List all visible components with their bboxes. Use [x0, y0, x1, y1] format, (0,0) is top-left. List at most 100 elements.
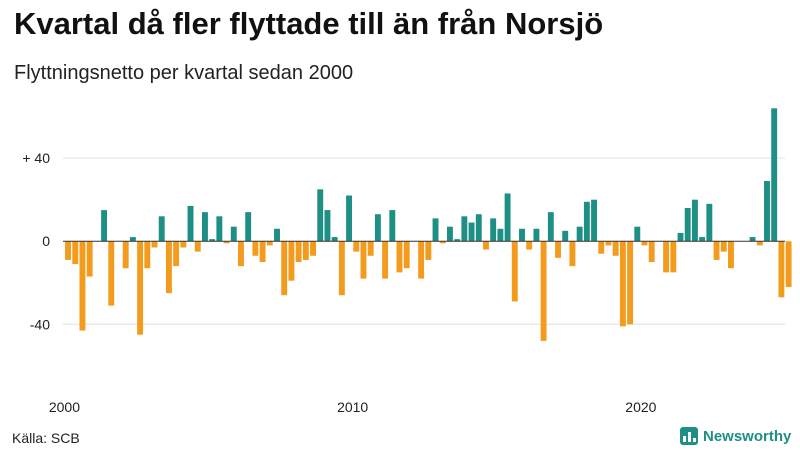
bar: [360, 241, 367, 279]
bar: [432, 218, 439, 242]
bar: [346, 195, 353, 242]
bar: [461, 216, 468, 242]
bar: [144, 241, 151, 269]
bar: [374, 214, 381, 242]
bar: [338, 241, 345, 296]
bar: [771, 108, 778, 242]
bar: [425, 241, 432, 260]
bar: [511, 241, 518, 302]
bar: [151, 241, 158, 248]
bar: [691, 199, 698, 242]
bar: [619, 241, 626, 327]
bar: [583, 201, 590, 242]
bar: [194, 241, 201, 252]
bar: [79, 241, 86, 331]
source-note: Källa: SCB: [12, 430, 80, 446]
bar: [259, 241, 266, 262]
bar: [699, 237, 706, 242]
bar: [670, 241, 677, 273]
bar: [483, 241, 489, 250]
bar: [382, 241, 389, 279]
y-tick-label: 0: [42, 233, 50, 249]
bar: [576, 226, 583, 242]
x-tick-label: 2020: [625, 399, 656, 415]
bar: [302, 241, 309, 260]
bar: [72, 241, 79, 265]
bar: [612, 241, 619, 256]
bar: [728, 241, 734, 269]
bar: [446, 226, 453, 242]
bar: [756, 241, 763, 246]
bar: [310, 241, 316, 256]
bar: [598, 241, 605, 254]
bar: [749, 237, 756, 242]
brand-name: Newsworthy: [703, 427, 792, 445]
bar: [187, 205, 194, 242]
brand-logo: Newsworthy: [680, 427, 791, 445]
bar: [547, 212, 554, 242]
bar: [65, 241, 71, 260]
bar: [252, 241, 259, 256]
y-tick-labels: + 40 0 -40: [22, 150, 50, 332]
bar: [86, 241, 93, 277]
bar: [526, 241, 533, 250]
bar: [684, 208, 691, 242]
bar: [605, 241, 612, 246]
bar: [108, 241, 115, 306]
bar: [475, 214, 482, 242]
bar: [533, 228, 540, 242]
bar: [158, 216, 165, 242]
bar: [389, 210, 396, 242]
bar: [490, 218, 497, 242]
bar: [274, 228, 280, 242]
bar: [720, 241, 727, 252]
bar: [288, 241, 295, 281]
bar: [706, 203, 713, 242]
bar: [555, 241, 561, 258]
bar: [129, 237, 136, 242]
bar: [317, 189, 324, 242]
bar: [367, 241, 374, 256]
bar: [245, 212, 252, 242]
bar: [504, 193, 511, 242]
bar: [540, 241, 547, 341]
bar: [677, 232, 684, 242]
bar: [403, 241, 410, 269]
chart-subtitle: Flyttningsnetto per kvartal sedan 2000: [14, 62, 354, 84]
bar: [663, 241, 670, 273]
bar: [641, 241, 648, 246]
bar: [324, 210, 331, 242]
bar: [122, 241, 129, 269]
bar: [497, 228, 504, 242]
bar: [418, 241, 425, 279]
x-tick-label: 2000: [49, 399, 80, 415]
bar: [223, 241, 230, 244]
bar: [238, 241, 244, 267]
y-tick-label: -40: [30, 316, 50, 332]
bar: [569, 241, 576, 267]
bar: [137, 241, 144, 335]
bar: [778, 241, 785, 298]
bar: [201, 212, 208, 242]
x-tick-label: 2010: [337, 399, 368, 415]
bar: [180, 241, 187, 248]
bar: [764, 181, 770, 242]
bar: [468, 222, 475, 242]
chart-title: Kvartal då fler flyttade till än från No…: [14, 6, 604, 41]
bar: [173, 241, 180, 267]
bar: [785, 241, 792, 287]
bar: [519, 228, 525, 242]
bar: [353, 241, 360, 252]
bar: [439, 241, 446, 244]
bar: [331, 237, 338, 242]
bar: [165, 241, 172, 294]
x-tick-labels: 2000 2010 2020: [49, 399, 657, 415]
bar: [101, 210, 108, 242]
bar: [281, 241, 288, 296]
bar: [591, 199, 598, 242]
y-tick-label: + 40: [22, 150, 50, 166]
bar: [562, 230, 569, 242]
bar: [266, 241, 273, 246]
bar: [634, 226, 641, 242]
